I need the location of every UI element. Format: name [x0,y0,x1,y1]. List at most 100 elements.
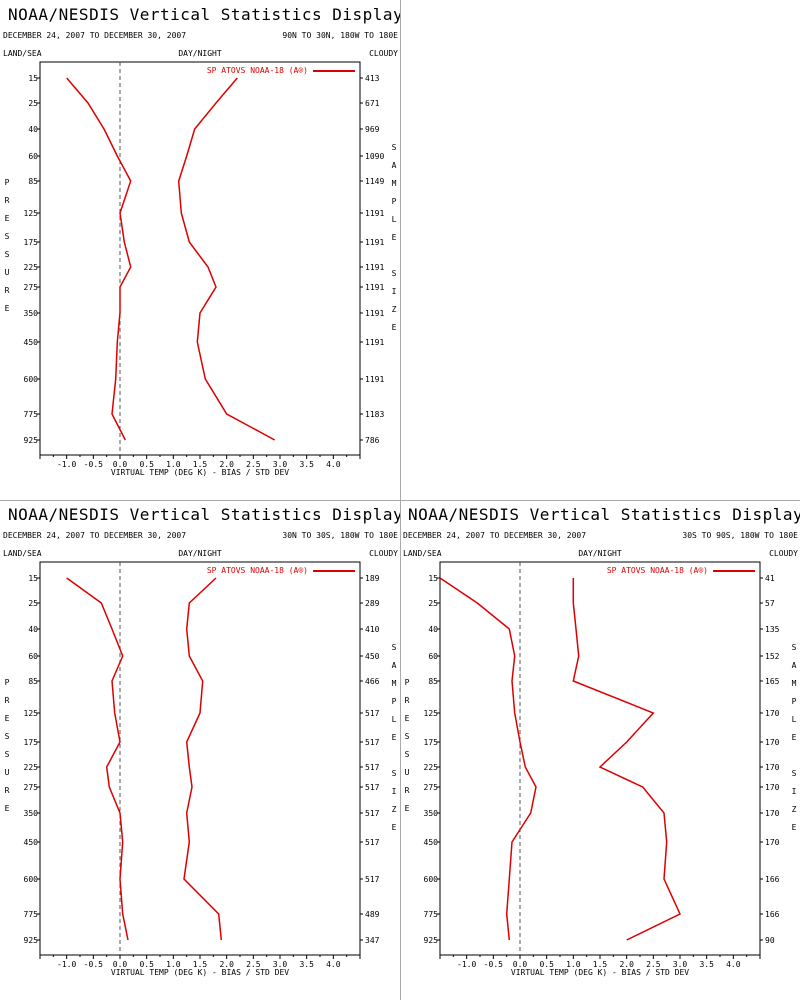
y-axis-label-letter: S [405,732,410,741]
pressure-level-label: 775 [24,410,39,419]
pressure-level-label: 600 [24,375,39,384]
legend-label: SP ATOVS NOAA-18 (A®) [607,566,708,575]
sample-size-label: 347 [365,936,380,945]
x-tick-label: 0.0 [513,960,528,969]
sample-size-label: 170 [765,783,780,792]
sample-axis-label-letter: A [392,161,397,170]
sample-axis-label-letter: P [392,697,397,706]
y-axis-label-letter: P [5,178,10,187]
pressure-level-label: 225 [24,263,39,272]
x-tick-label: 0.5 [139,960,154,969]
pressure-level-label: 25 [28,99,38,108]
sample-size-label: 517 [365,738,380,747]
x-tick-label: 0.0 [113,460,128,469]
sample-axis-label-letter: S [392,643,397,652]
land-sea-label: LAND/SEA [403,549,442,558]
sample-size-label: 1191 [365,283,384,292]
y-axis-label-letter: S [5,250,10,259]
sample-size-label: 166 [765,910,780,919]
x-tick-label: 2.5 [246,960,261,969]
pressure-level-label: 40 [28,625,38,634]
sample-size-label: 1191 [365,338,384,347]
series-std-dev [183,577,223,941]
sample-axis-label-letter: P [792,697,797,706]
x-tick-label: -1.0 [57,460,76,469]
sample-axis-label-letter: L [392,715,397,724]
sample-axis-label-letter: I [392,287,397,296]
chart-title: NOAA/NESDIS Vertical Statistics Display [8,5,400,24]
pressure-level-label: 85 [28,177,38,186]
chart-90n-30n: NOAA/NESDIS Vertical Statistics Display D… [3,5,403,477]
x-tick-label: 3.5 [699,960,714,969]
x-tick-label: 2.0 [219,460,234,469]
sample-axis-label-letter: S [792,643,797,652]
pressure-level-label: 60 [28,152,38,161]
y-axis-label-letter: R [5,196,10,205]
sample-axis-label-letter: I [392,787,397,796]
x-tick-label: 1.0 [166,960,181,969]
sample-size-label: 1191 [365,238,384,247]
pressure-level-label: 125 [24,209,39,218]
sample-size-label: 1191 [365,309,384,318]
sample-axis-label-letter: Z [392,305,397,314]
x-tick-label: -1.0 [457,960,476,969]
sample-size-label: 466 [365,677,380,686]
series-std-dev [572,578,681,941]
pressure-level-label: 125 [424,709,439,718]
pressure-level-label: 60 [428,652,438,661]
x-tick-label: -0.5 [484,960,503,969]
plot-frame [39,61,361,456]
pressure-level-label: 275 [424,783,439,792]
pressure-level-label: 350 [424,809,439,818]
x-tick-label: 1.5 [593,960,608,969]
sample-size-label: 413 [365,74,380,83]
pressure-level-label: 275 [24,283,39,292]
plot-frame [439,561,761,956]
sample-size-label: 189 [365,574,380,583]
sample-axis-label-letter: E [392,823,397,832]
sample-axis-label-letter: Z [792,805,797,814]
sample-size-label: 517 [365,838,380,847]
region: 90N TO 30N, 180W TO 180E [282,31,398,40]
sample-size-label: 671 [365,99,380,108]
x-axis-label: VIRTUAL TEMP (DEG K) - BIAS / STD DEV [511,968,689,977]
pressure-level-label: 600 [424,875,439,884]
sample-axis-label-letter: P [392,197,397,206]
pressure-level-label: 175 [24,738,39,747]
legend-label: SP ATOVS NOAA-18 (A®) [207,566,308,575]
y-axis-label-letter: R [405,786,410,795]
y-axis-label-letter: E [5,214,10,223]
x-tick-label: 4.0 [326,960,341,969]
pressure-level-label: 40 [28,125,38,134]
pressure-level-label: 350 [24,809,39,818]
day-night-label: DAY/NIGHT [178,49,222,58]
sample-axis-label-letter: I [792,787,797,796]
x-tick-label: 1.5 [193,960,208,969]
series-bias [66,577,129,941]
sample-size-label: 289 [365,599,380,608]
sample-axis-label-letter: Z [392,805,397,814]
pressure-level-label: 15 [428,574,438,583]
x-tick-label: -1.0 [57,960,76,969]
pressure-level-label: 450 [24,838,39,847]
y-axis-label-letter: E [405,804,410,813]
sample-size-label: 41 [765,574,775,583]
sample-axis-label-letter: L [792,715,797,724]
sample-size-label: 410 [365,625,380,634]
pressure-level-label: 85 [28,677,38,686]
sample-size-label: 57 [765,599,775,608]
sample-size-label: 786 [365,436,380,445]
y-axis-label-letter: P [405,678,410,687]
x-tick-label: 3.0 [273,460,288,469]
y-axis-label-letter: E [5,304,10,313]
y-axis-label-letter: S [5,732,10,741]
land-sea-label: LAND/SEA [3,49,42,58]
x-tick-label: 4.0 [326,460,341,469]
pressure-level-label: 125 [24,709,39,718]
pressure-level-label: 175 [424,738,439,747]
y-axis-label-letter: R [5,696,10,705]
pressure-level-label: 25 [28,599,38,608]
x-tick-label: -0.5 [84,460,103,469]
pressure-level-label: 60 [28,652,38,661]
pressure-level-label: 225 [24,763,39,772]
